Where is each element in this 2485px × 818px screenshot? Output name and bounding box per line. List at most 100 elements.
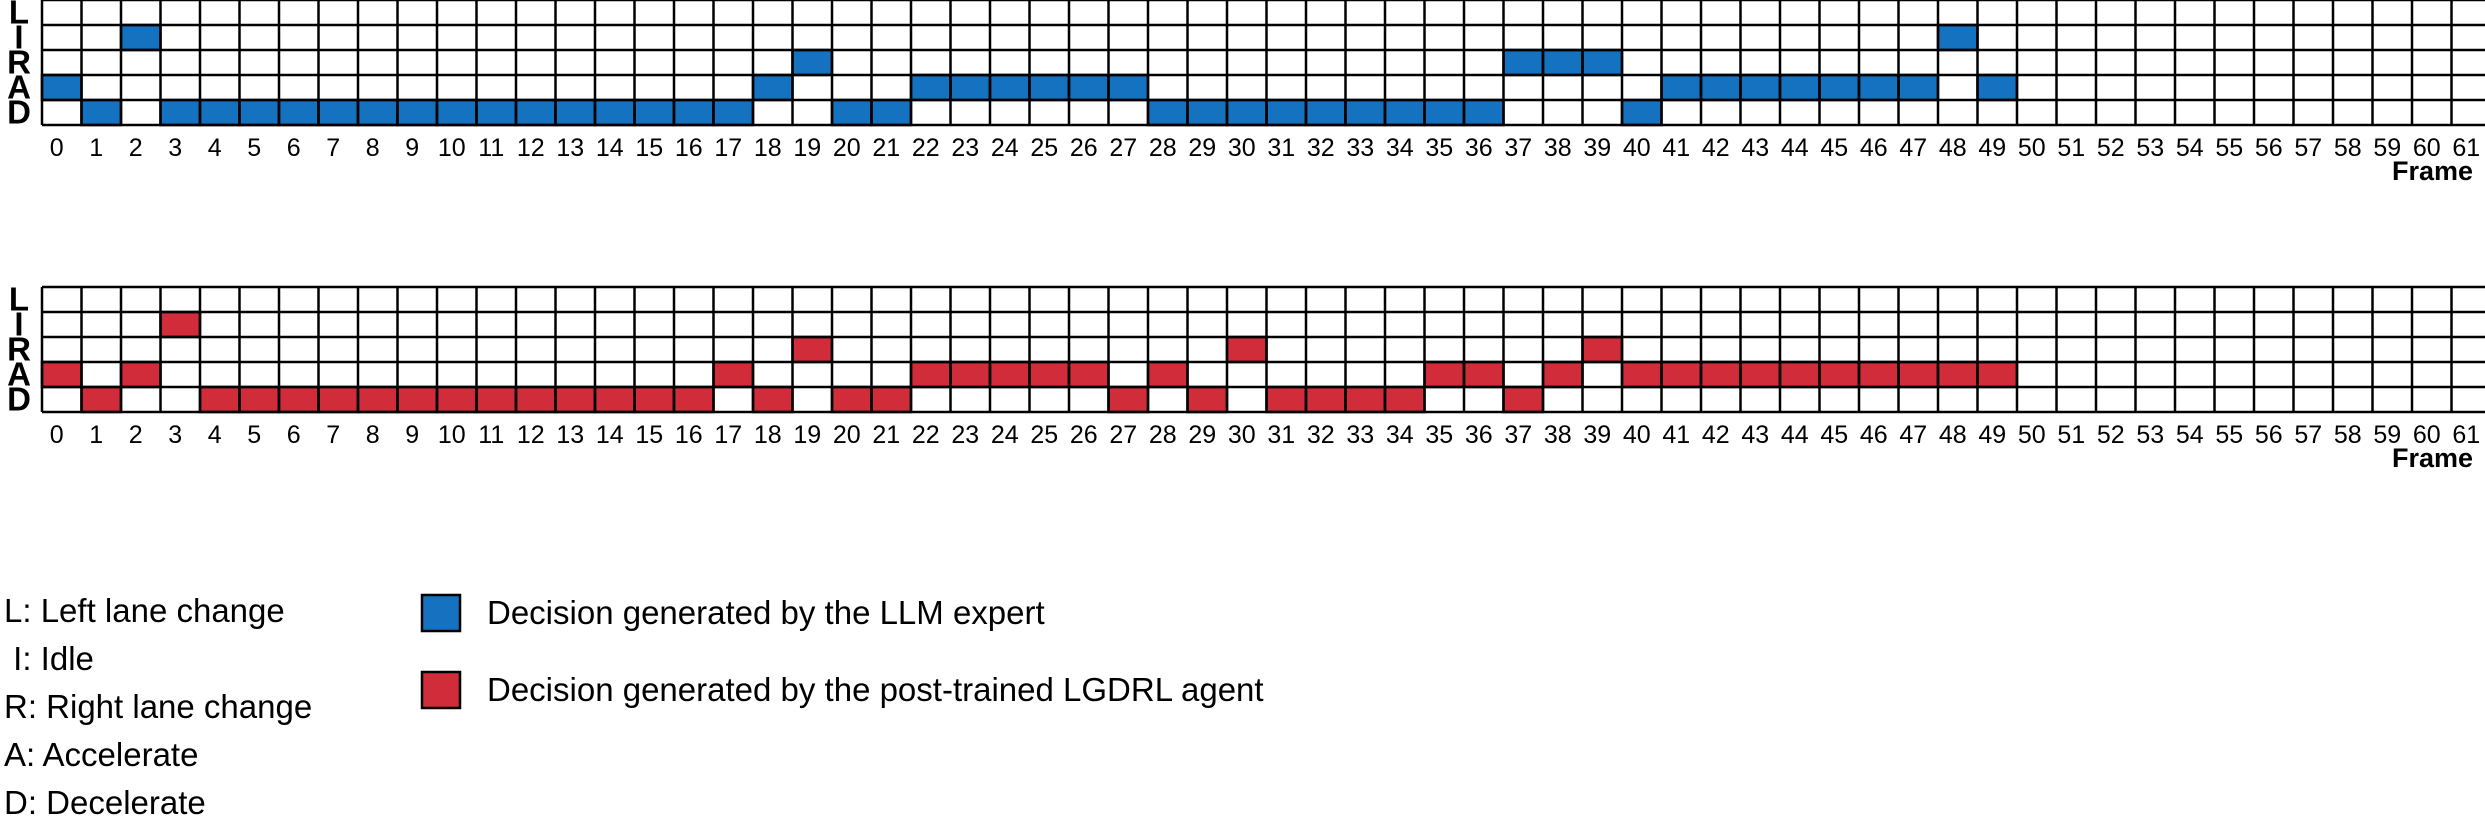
row-label: R (7, 44, 31, 81)
abbreviation-item: L: Left lane change (4, 592, 285, 629)
tick-label: 15 (635, 421, 663, 449)
decision-cell (1186, 385, 1229, 414)
tick-label: 51 (2057, 421, 2085, 449)
decision-cell (1383, 98, 1426, 127)
decision-cell (1344, 385, 1387, 414)
decision-cell (1976, 73, 2019, 102)
tick-label: 49 (1978, 134, 2006, 162)
decision-cell (317, 385, 360, 414)
decision-cell (1462, 98, 1505, 127)
decision-cell (593, 385, 636, 414)
tick-label: 24 (991, 421, 1019, 449)
row-label: L (9, 0, 29, 31)
tick-label: 33 (1346, 421, 1374, 449)
tick-label: 57 (2294, 134, 2322, 162)
tick-label: 43 (1741, 134, 1769, 162)
tick-label: 53 (2136, 421, 2164, 449)
decision-cell (712, 360, 755, 389)
tick-label: 10 (438, 421, 466, 449)
legend-label: Decision generated by the post-trained L… (487, 671, 1264, 708)
tick-label: 48 (1939, 421, 1967, 449)
tick-label: 42 (1702, 421, 1730, 449)
decision-cell (1620, 360, 1663, 389)
tick-label: 11 (478, 134, 504, 162)
tick-label: 23 (951, 134, 979, 162)
tick-label: 19 (793, 421, 821, 449)
decision-cell (1225, 335, 1268, 364)
row-label: I (14, 306, 23, 343)
tick-label: 24 (991, 134, 1019, 162)
tick-label: 13 (556, 421, 584, 449)
tick-label: 4 (208, 134, 222, 162)
decision-cell (277, 98, 320, 127)
tick-label: 43 (1741, 421, 1769, 449)
decision-cell (633, 98, 676, 127)
tick-label: 2 (129, 421, 143, 449)
tick-label: 18 (754, 421, 782, 449)
decision-cell (119, 360, 162, 389)
tick-label: 49 (1978, 421, 2006, 449)
decision-cell (238, 385, 281, 414)
tick-label: 7 (326, 134, 340, 162)
row-label: D (7, 94, 31, 131)
tick-label: 54 (2176, 421, 2204, 449)
abbreviation-item: R: Right lane change (4, 688, 312, 725)
decision-cell (1660, 73, 1703, 102)
tick-label: 58 (2334, 134, 2362, 162)
decision-cell (1857, 360, 1900, 389)
tick-label: 6 (287, 134, 301, 162)
decision-cell (1897, 360, 1940, 389)
decision-cell (1818, 360, 1861, 389)
decision-cell (1541, 360, 1584, 389)
tick-label: 55 (2215, 134, 2243, 162)
tick-label: 40 (1623, 421, 1651, 449)
tick-label: 20 (833, 421, 861, 449)
decision-cell (356, 385, 399, 414)
decision-cell (909, 73, 952, 102)
tick-label: 39 (1583, 134, 1611, 162)
tick-label: 37 (1504, 421, 1532, 449)
tick-label: 13 (556, 134, 584, 162)
decision-cell (475, 385, 518, 414)
decision-cell (1265, 385, 1308, 414)
tick-label: 28 (1149, 421, 1177, 449)
tick-label: 61 (2452, 134, 2480, 162)
tick-label: 61 (2452, 421, 2480, 449)
decision-cell (396, 385, 439, 414)
decision-cell (1028, 73, 1071, 102)
tick-label: 48 (1939, 134, 1967, 162)
decision-cell (1620, 98, 1663, 127)
tick-label: 12 (517, 421, 545, 449)
tick-label: 26 (1070, 134, 1098, 162)
tick-label: 10 (438, 134, 466, 162)
decision-cell (514, 98, 557, 127)
decision-cell (1581, 335, 1624, 364)
tick-label: 29 (1188, 421, 1216, 449)
decision-cell (830, 385, 873, 414)
tick-label: 38 (1544, 421, 1572, 449)
row-label: L (9, 281, 29, 318)
tick-label: 1 (89, 134, 103, 162)
tick-label: 29 (1188, 134, 1216, 162)
tick-label: 36 (1465, 134, 1493, 162)
abbreviation-item: I: Idle (4, 640, 94, 677)
decision-cell (80, 385, 123, 414)
decision-cell (672, 385, 715, 414)
tick-label: 31 (1267, 134, 1295, 162)
tick-label: 31 (1267, 421, 1295, 449)
tick-label: 52 (2097, 134, 2125, 162)
tick-label: 1 (89, 421, 103, 449)
decision-cell (751, 73, 794, 102)
decision-cell (1936, 23, 1979, 52)
decision-cell (435, 385, 478, 414)
row-label: D (7, 381, 31, 418)
tick-label: 56 (2255, 134, 2283, 162)
tick-label: 32 (1307, 421, 1335, 449)
tick-label: 25 (1030, 134, 1058, 162)
decision-cell (988, 73, 1031, 102)
tick-label: 37 (1504, 134, 1532, 162)
tick-label: 39 (1583, 421, 1611, 449)
legend-label: Decision generated by the LLM expert (487, 594, 1045, 631)
abbreviation-item: D: Decelerate (4, 784, 206, 818)
tick-label: 3 (168, 421, 182, 449)
